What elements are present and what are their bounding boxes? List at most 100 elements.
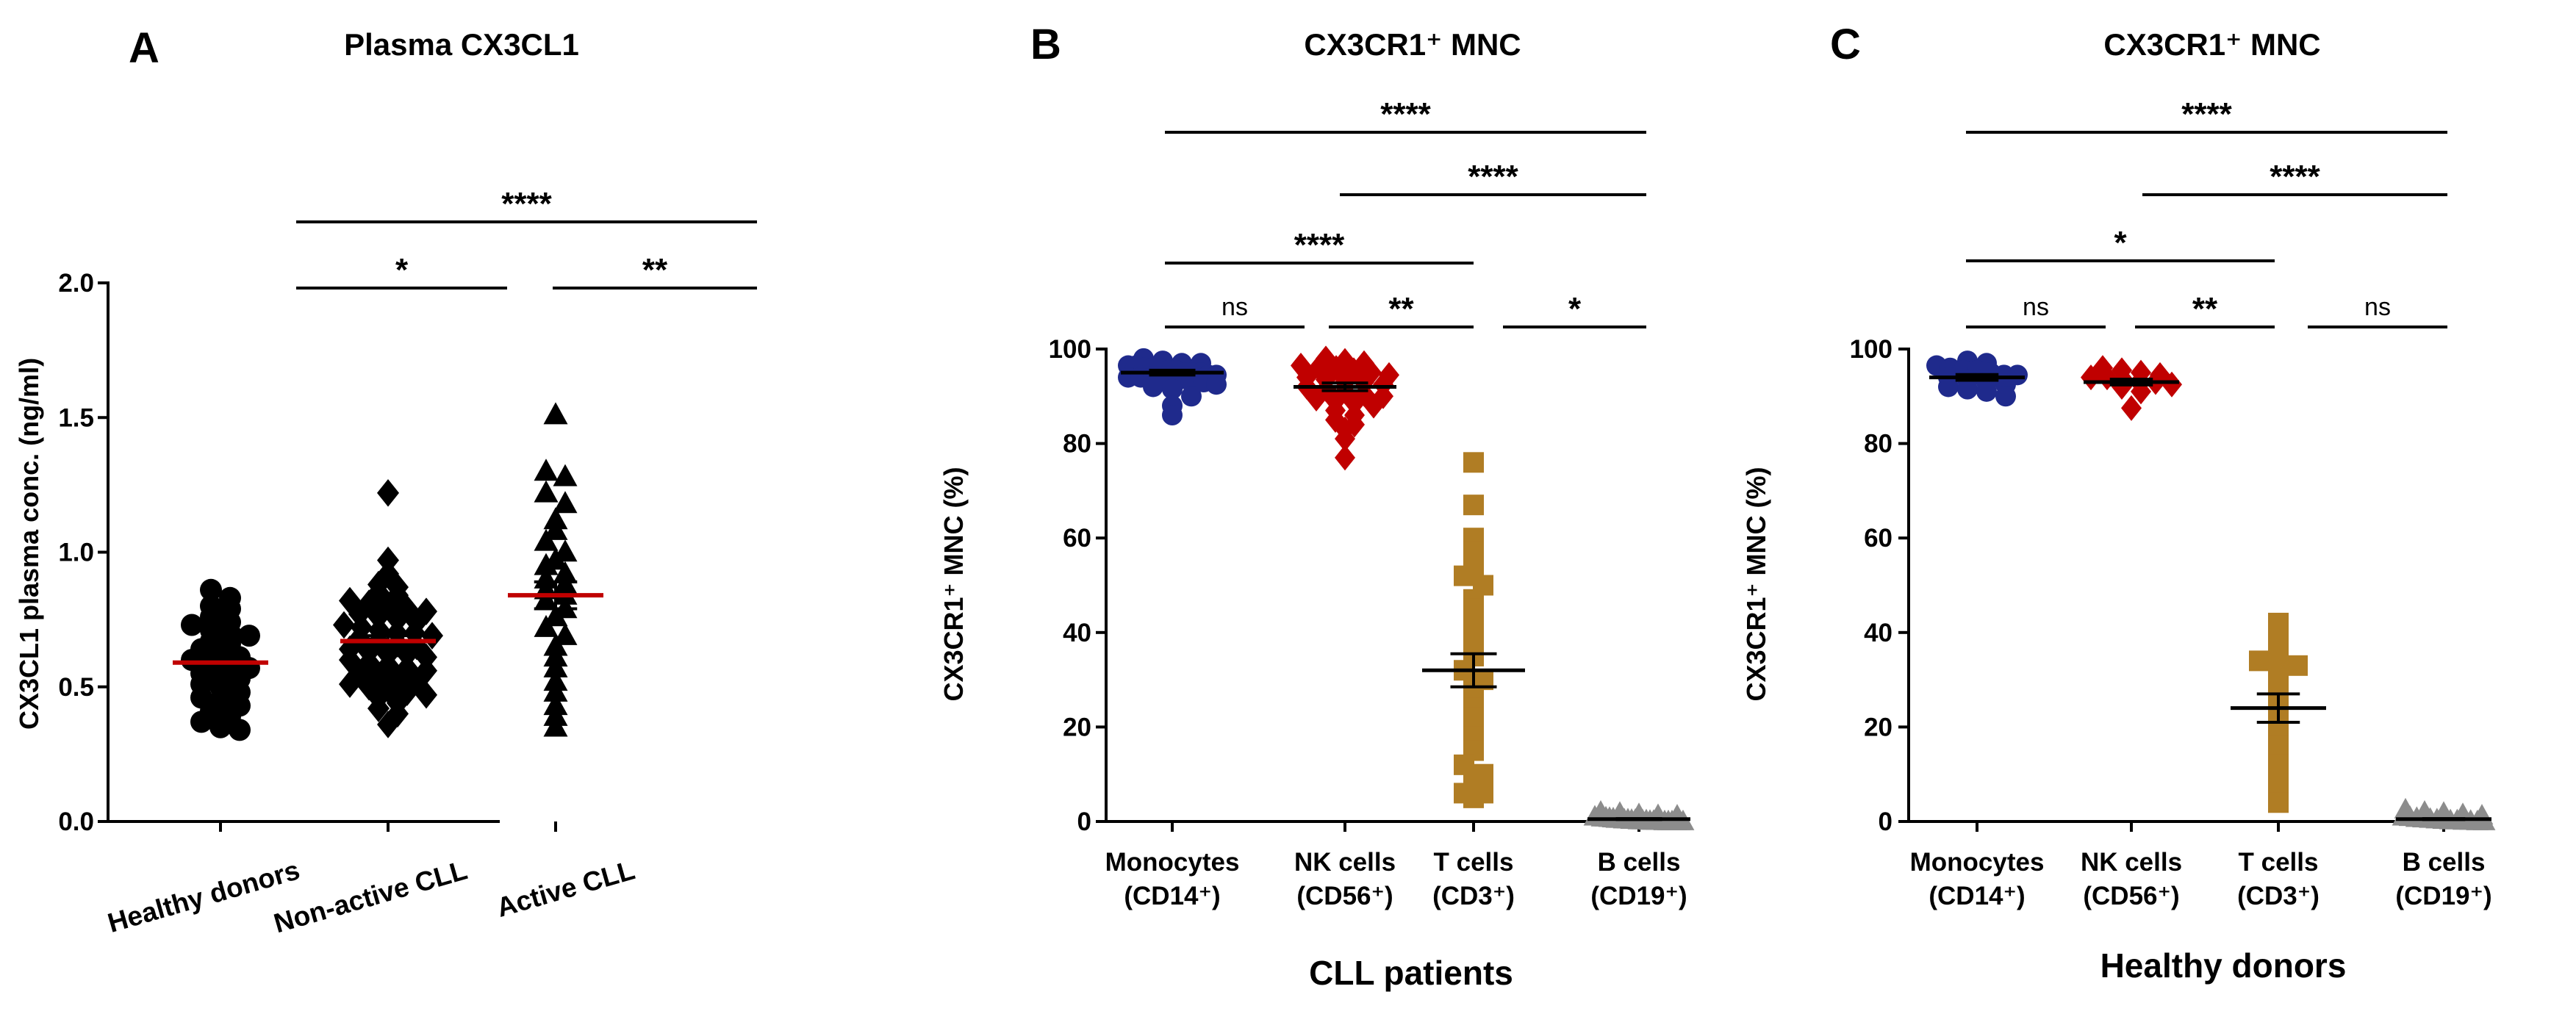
panel-c-x-title: Healthy donors	[2100, 946, 2347, 985]
panel-a-series-healthy-donors	[181, 578, 260, 741]
panel-b-data-point	[1162, 378, 1183, 400]
panel-b-data-point	[1463, 787, 1484, 808]
panel-a-data-point	[534, 553, 559, 575]
panel-a-data-point	[543, 714, 568, 737]
panel-b-data-point	[1181, 386, 1202, 407]
panel-b-category-sublabel: (CD14⁺)	[1124, 882, 1220, 910]
panel-b-y-tick-label: 40	[1063, 619, 1091, 647]
panel-c-y-tick-label: 80	[1864, 430, 1892, 459]
panel-b-series-monocytes	[1118, 348, 1227, 426]
panel-b-data-point	[1454, 565, 1474, 586]
panel-a-series-active-cll	[534, 402, 578, 737]
panel-a-data-point	[543, 679, 568, 702]
panel-b-series-b-cells	[1583, 800, 1695, 830]
panel-a-category-label: Active CLL	[493, 855, 638, 923]
panel-b-significance-label: *	[1568, 291, 1582, 327]
panel-b-series-t-cells	[1454, 452, 1493, 808]
panel-b-data-point	[1335, 425, 1355, 452]
panel-c-significance-label: ns	[2364, 293, 2391, 321]
panel-a-significance-label: ****	[501, 186, 552, 222]
panel-c-series-b-cells	[2392, 797, 2496, 830]
panel-b-y-label: CX3CR1⁺ MNC (%)	[939, 467, 969, 701]
panel-a-y-tick-label: 0.5	[58, 673, 94, 702]
panel-a-data-point	[377, 479, 399, 507]
panel-b-data-point	[1306, 386, 1327, 412]
panel-c-significance-label: ****	[2181, 96, 2232, 132]
panel-c-category-label: B cells	[2403, 848, 2486, 877]
panel-a-data-point	[553, 464, 578, 486]
panel-a-data-point	[190, 711, 212, 733]
panel-a: A Plasma CX3CL1 0.0 0.5 1.0 1.5 2.0 CX3CL1 pla…	[14, 24, 757, 938]
panel-a-data-point	[238, 625, 260, 647]
panel-c-title: CX3CR1⁺ MNC	[2103, 27, 2320, 62]
panel-a-data-point	[339, 670, 361, 698]
panel-a-data-point	[553, 491, 578, 514]
panel-b-category-label: B cells	[1598, 848, 1681, 877]
panel-a-y-tick-label: 2.0	[58, 269, 94, 298]
panel-c-data-point	[1995, 386, 2016, 407]
panel-a-data-point	[534, 459, 559, 481]
panel-c: C CX3CR1⁺ MNC 0 20 40 60 80 100 CX3CR1⁺ MNC (%)…	[1741, 21, 2496, 985]
panel-a-data-point	[534, 480, 559, 503]
panel-c-series-nk-cells	[2081, 355, 2182, 421]
panel-c-data-point	[1957, 378, 1978, 400]
panel-c-significance-label: ****	[2270, 159, 2320, 195]
panel-b-significance-label: ****	[1380, 96, 1431, 132]
panel-a-data-point	[553, 622, 578, 645]
panel-c-y-tick-label: 100	[1850, 335, 1892, 364]
panel-a-data-point	[534, 614, 559, 637]
panel-c-data-point	[2121, 395, 2142, 421]
panel-c-data-point	[1976, 381, 1997, 402]
panel-b-x-title: CLL patients	[1309, 954, 1513, 992]
panel-b-category-label: T cells	[1434, 848, 1514, 877]
panel-b-letter: B	[1030, 21, 1061, 68]
panel-b-significance-label: ****	[1468, 159, 1518, 195]
panel-a-y-tick-label: 1.0	[58, 539, 94, 567]
panel-c-y-tick-label: 0	[1879, 808, 1892, 836]
panel-a-data-point	[333, 611, 355, 639]
panel-a-category-label: Non-active CLL	[270, 855, 470, 938]
panel-b-data-point	[1363, 392, 1384, 419]
panel-c-data-point	[2268, 792, 2289, 813]
panel-b-significance-label: ****	[1294, 227, 1345, 263]
panel-b-significance-label: ns	[1221, 293, 1248, 321]
panel-a-data-point	[200, 578, 222, 601]
panel-a-data-point	[367, 694, 390, 722]
panel-c-category-label: T cells	[2239, 848, 2319, 877]
panel-b-category-sublabel: (CD19⁺)	[1590, 882, 1687, 910]
panel-a-letter: A	[129, 24, 159, 72]
panel-c-category-label: NK cells	[2081, 848, 2182, 877]
panel-b-series-nk-cells	[1291, 345, 1399, 471]
panel-b-category-label: Monocytes	[1105, 848, 1240, 877]
panel-b-data-point	[1454, 754, 1474, 775]
panel-b-data-point	[1206, 374, 1227, 395]
panel-a-title: Plasma CX3CL1	[344, 27, 579, 62]
panel-c-significance-label: ns	[2023, 293, 2049, 321]
panel-b-data-point	[1463, 495, 1484, 516]
panel-b-data-point	[1143, 376, 1163, 398]
panel-a-data-point	[181, 614, 203, 636]
panel-b-y-tick-label: 80	[1063, 430, 1091, 459]
panel-a-data-point	[377, 711, 399, 738]
panel-b-y-tick-label: 0	[1077, 808, 1091, 836]
panel-a-y-tick-label: 0.0	[58, 808, 94, 836]
panel-c-series-t-cells	[2249, 612, 2308, 813]
panel-a-data-point	[543, 604, 568, 627]
panel-c-category-sublabel: (CD3⁺)	[2237, 882, 2320, 910]
panel-a-series-non-active-cll	[333, 479, 443, 738]
panel-b-y-tick-label: 20	[1063, 713, 1091, 741]
panel-c-category-sublabel: (CD56⁺)	[2083, 882, 2179, 910]
panel-c-data-point	[2287, 655, 2308, 676]
panel-a-data-point	[229, 719, 251, 741]
panel-c-y-tick-label: 60	[1864, 524, 1892, 553]
panel-b-significance-label: **	[1388, 291, 1414, 327]
panel-c-data-point	[2249, 650, 2270, 672]
panel-c-data-point	[1938, 376, 1959, 398]
panel-b-category-label: NK cells	[1294, 848, 1396, 877]
panel-a-significance-label: **	[642, 252, 668, 288]
panel-c-significance-label: **	[2192, 291, 2218, 327]
panel-c-significance-label: *	[2114, 225, 2127, 261]
panel-a-data-point	[415, 680, 437, 709]
panel-c-letter: C	[1830, 21, 1861, 68]
